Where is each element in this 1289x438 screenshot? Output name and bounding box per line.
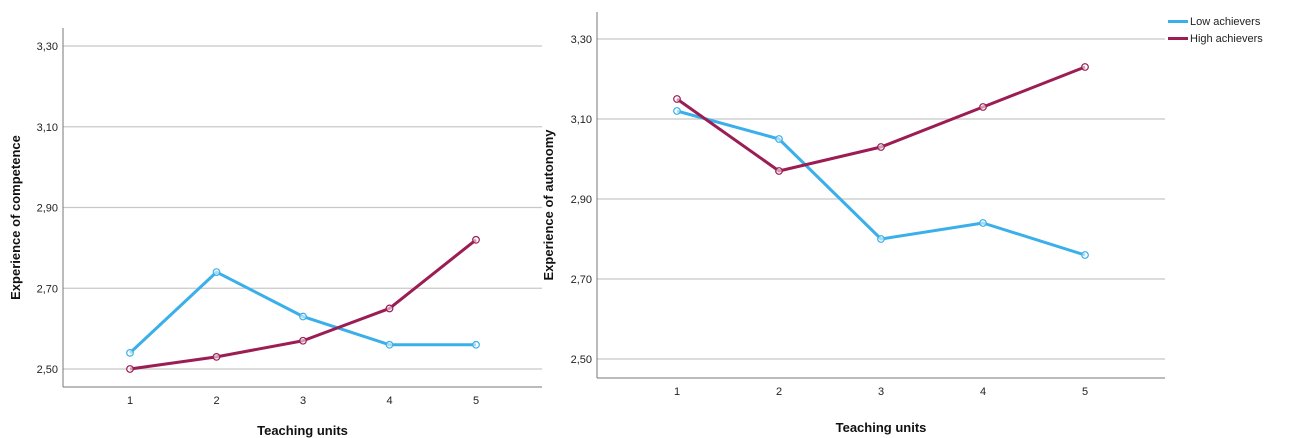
x-tick-label: 2: [213, 395, 219, 407]
x-tick-label: 4: [980, 386, 986, 398]
legend-label-low: Low achievers: [1190, 15, 1261, 28]
x-axis-title: Teaching units: [836, 420, 927, 435]
x-tick-label: 5: [1082, 386, 1088, 398]
x-tick-label: 1: [674, 386, 680, 398]
data-point-low-achievers: [673, 107, 681, 115]
y-tick-label: 2,90: [571, 194, 592, 206]
y-tick-label: 3,10: [37, 122, 58, 134]
y-tick-label: 2,70: [37, 283, 58, 295]
data-point-low-achievers: [1081, 251, 1089, 259]
data-point-low-achievers: [126, 348, 134, 357]
x-tick-label: 4: [386, 395, 392, 407]
data-point-high-achievers: [775, 167, 783, 175]
data-point-high-achievers: [877, 143, 885, 151]
x-tick-label: 2: [776, 386, 782, 398]
y-tick-label: 2,50: [37, 364, 58, 376]
data-point-high-achievers: [299, 336, 307, 345]
data-point-low-achievers: [212, 268, 221, 277]
legend-item-high: High achievers: [1168, 30, 1263, 47]
series-line-low-achievers: [676, 109, 1086, 257]
data-point-low-achievers: [299, 312, 307, 321]
legend-swatch-high: [1168, 37, 1188, 40]
data-point-high-achievers: [385, 304, 394, 313]
x-tick-label: 5: [473, 395, 479, 407]
data-point-high-achievers: [1081, 63, 1089, 71]
chart-legend: Low achievers High achievers: [1168, 13, 1263, 47]
legend-item-low: Low achievers: [1168, 13, 1263, 30]
y-tick-label: 2,90: [37, 203, 58, 215]
data-point-high-achievers: [979, 103, 987, 111]
legend-label-high: High achievers: [1190, 32, 1263, 45]
x-tick-label: 3: [878, 386, 884, 398]
data-point-low-achievers: [385, 340, 394, 349]
y-tick-label: 3,30: [37, 41, 58, 53]
x-tick-label: 1: [127, 395, 133, 407]
y-tick-label: 3,30: [571, 34, 592, 46]
data-point-high-achievers: [126, 365, 134, 373]
y-axis-title: Experience of autonomy: [541, 129, 556, 281]
y-tick-label: 2,50: [571, 354, 592, 366]
data-point-high-achievers: [673, 95, 681, 103]
x-axis-title: Teaching units: [257, 423, 348, 438]
x-tick-label: 3: [300, 395, 306, 407]
data-point-low-achievers: [472, 340, 480, 349]
legend-swatch-low: [1168, 20, 1188, 23]
y-axis-title: Experience of competence: [8, 135, 23, 300]
data-point-low-achievers: [775, 135, 783, 143]
y-tick-label: 3,10: [571, 114, 592, 126]
data-point-high-achievers: [472, 235, 480, 244]
data-point-low-achievers: [979, 219, 987, 227]
data-point-low-achievers: [877, 235, 885, 243]
y-tick-label: 2,70: [571, 274, 592, 286]
data-point-high-achievers: [212, 352, 221, 361]
